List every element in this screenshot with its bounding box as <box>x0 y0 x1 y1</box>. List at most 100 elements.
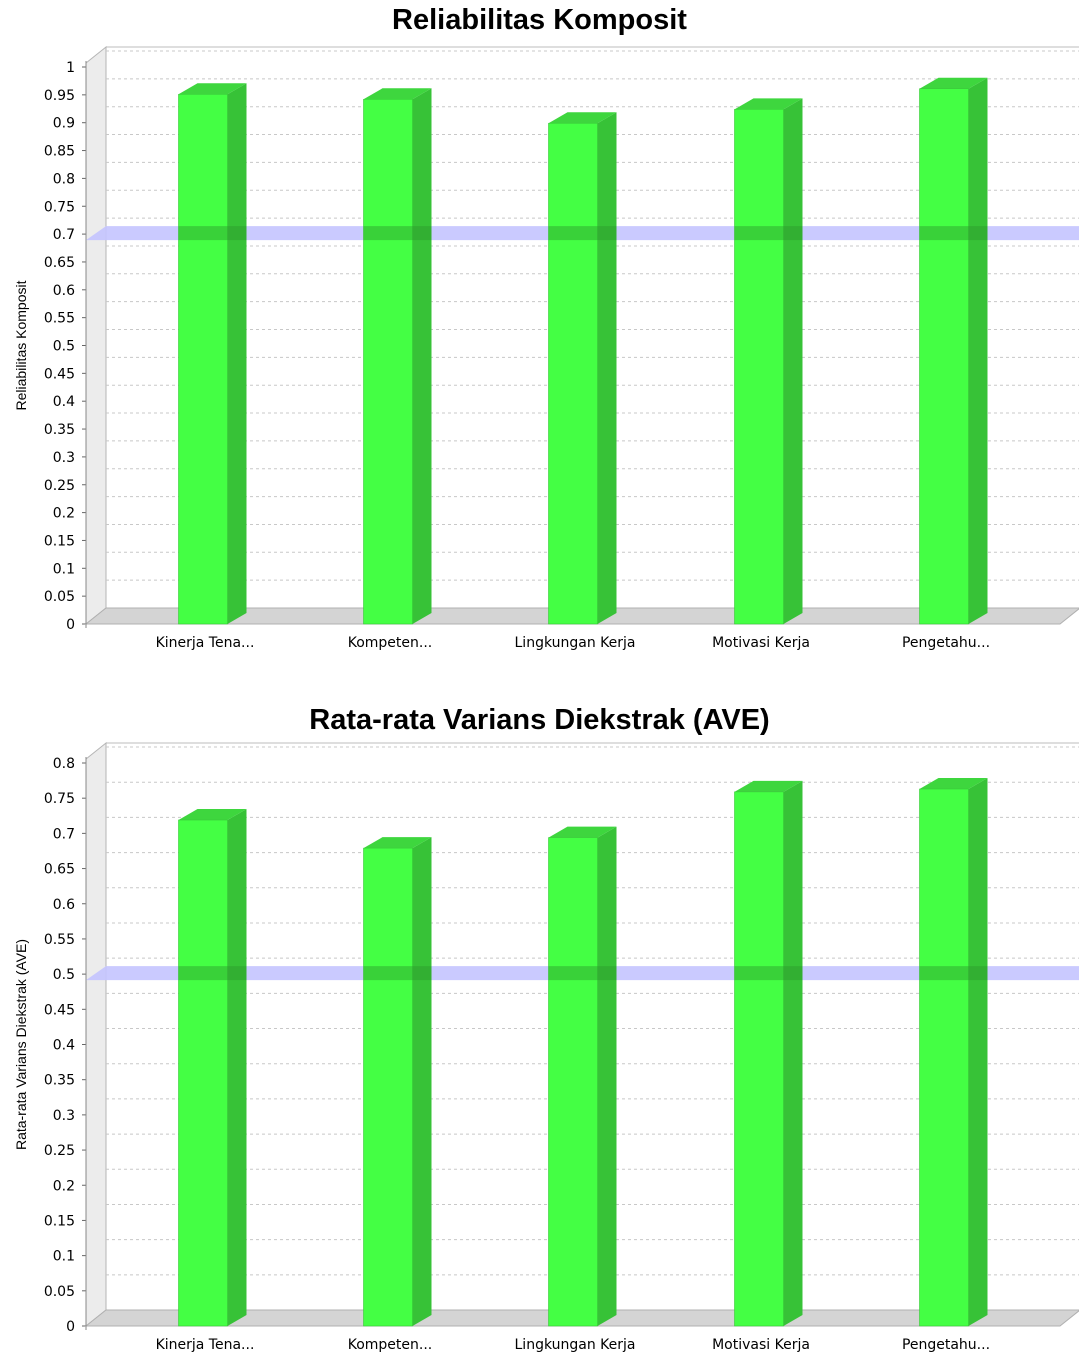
x-category-label: Lingkungan Kerja <box>515 635 636 651</box>
bar-side <box>968 778 988 1326</box>
x-category-label: Lingkungan Kerja <box>515 1337 636 1353</box>
x-category-label: Kompeten... <box>348 1337 433 1353</box>
chart-ave: Rata-rata Varians Diekstrak (AVE) 0 0.05 0… <box>0 700 1079 1355</box>
y-tick-label: 0.25 <box>44 478 75 494</box>
x-category-label: Kompeten... <box>348 635 433 651</box>
y-tick-label: 0 <box>66 1319 75 1335</box>
bar <box>363 837 432 1327</box>
bar-front <box>734 791 784 1327</box>
y-tick-label: 0.3 <box>53 450 75 466</box>
bar-top <box>734 780 803 792</box>
bar-top <box>548 826 617 838</box>
y-tick-label: 0.5 <box>53 967 75 983</box>
bar-side <box>412 88 432 624</box>
bar-top <box>363 837 432 849</box>
y-tick-label: 0.2 <box>53 506 75 522</box>
bar <box>363 88 432 625</box>
y-axis-title: Rata-rata Varians Diekstrak (AVE) <box>13 939 29 1150</box>
bar-threshold-overlap <box>178 966 247 981</box>
bar-side <box>968 77 988 624</box>
bar-threshold-overlap <box>363 226 432 241</box>
bar-side <box>227 809 247 1326</box>
bar-top <box>178 83 247 95</box>
y-tick-label: 0 <box>66 617 75 633</box>
bar-front <box>919 88 969 625</box>
left-wall <box>85 741 107 1328</box>
chart-svg: 0 0.05 0.1 0.15 0.2 0.25 0.3 0.35 0.4 0.45 0.5 0.55… <box>13 45 1079 651</box>
bar-side <box>783 98 803 624</box>
y-tick-label: 0.15 <box>44 1213 75 1229</box>
y-tick-label: 0.05 <box>44 589 75 605</box>
bar-threshold-overlap <box>363 966 432 981</box>
bar-threshold-overlap <box>919 966 988 981</box>
y-tick-label: 0.45 <box>44 366 75 382</box>
y-tick-label: 0.7 <box>53 227 75 243</box>
y-tick-label: 0.1 <box>53 1249 75 1265</box>
y-tick-label: 0.65 <box>44 862 75 878</box>
bar-top <box>548 112 617 124</box>
bar-front <box>919 788 969 1327</box>
y-tick-label: 0.45 <box>44 1002 75 1018</box>
y-tick-label: 0.4 <box>53 1038 75 1054</box>
x-category-label: Motivasi Kerja <box>712 1337 810 1353</box>
bar-threshold-overlap <box>919 226 988 241</box>
bar-threshold-overlap <box>548 966 617 981</box>
y-tick-label: 0.4 <box>53 394 75 410</box>
bar-top <box>178 809 247 821</box>
y-tick-label: 0.3 <box>53 1108 75 1124</box>
y-tick-label: 0.25 <box>44 1143 75 1159</box>
y-tick-label: 0.8 <box>53 171 75 187</box>
bar <box>919 77 988 625</box>
y-tick-label: 0.15 <box>44 533 75 549</box>
y-tick-label: 0.8 <box>53 756 75 772</box>
bar-front <box>178 93 228 625</box>
bar-front <box>548 837 598 1327</box>
y-tick-label: 0.35 <box>44 422 75 438</box>
y-tick-label: 0.5 <box>53 339 75 355</box>
bar <box>548 826 617 1327</box>
x-category-label: Motivasi Kerja <box>712 635 810 651</box>
bar <box>178 83 247 625</box>
bar-side <box>597 826 617 1326</box>
y-tick-label: 0.95 <box>44 88 75 104</box>
y-axis-title: Reliabilitas Komposit <box>13 280 29 410</box>
bar <box>919 778 988 1327</box>
bar <box>734 780 803 1327</box>
y-tick-label: 0.65 <box>44 255 75 271</box>
y-tick-label: 0.7 <box>53 826 75 842</box>
y-tick-label: 0.9 <box>53 116 75 132</box>
bar-top <box>919 77 988 89</box>
bar <box>178 809 247 1327</box>
chart-svg: 0 0.05 0.1 0.15 0.2 0.25 0.3 0.35 0.4 0.45 0.5 0.55… <box>13 741 1079 1353</box>
y-tick-label: 0.85 <box>44 144 75 160</box>
bar <box>734 98 803 625</box>
chart-title: Reliabilitas Komposit <box>392 4 687 36</box>
bar-threshold-overlap <box>178 226 247 241</box>
y-tick-label: 0.55 <box>44 311 75 327</box>
bar-threshold-overlap <box>734 966 803 981</box>
bar-top <box>734 98 803 110</box>
x-category-label: Kinerja Tena... <box>156 1337 255 1353</box>
bar-top <box>919 778 988 790</box>
bar-front <box>363 847 413 1327</box>
bar-threshold-overlap <box>548 226 617 241</box>
y-tick-label: 0.2 <box>53 1178 75 1194</box>
bar-side <box>783 780 803 1326</box>
left-wall <box>85 45 107 626</box>
bar-side <box>597 112 617 624</box>
x-category-label: Pengetahu... <box>902 635 990 651</box>
y-tick-label: 0.35 <box>44 1073 75 1089</box>
bar-front <box>363 99 413 625</box>
bar-front <box>178 819 228 1327</box>
bar-top <box>363 88 432 100</box>
y-tick-label: 0.55 <box>44 932 75 948</box>
y-tick-label: 0.6 <box>53 283 75 299</box>
y-tick-label: 0.75 <box>44 199 75 215</box>
y-tick-label: 0.75 <box>44 791 75 807</box>
x-category-label: Pengetahu... <box>902 1337 990 1353</box>
bar-side <box>227 83 247 625</box>
bar-front <box>734 109 784 625</box>
bar-side <box>412 837 432 1326</box>
chart-reliabilitas-komposit: Reliabilitas Komposit 0 0.05 0.1 0.15 0.2 0.2… <box>13 4 1079 651</box>
bar <box>548 112 617 625</box>
